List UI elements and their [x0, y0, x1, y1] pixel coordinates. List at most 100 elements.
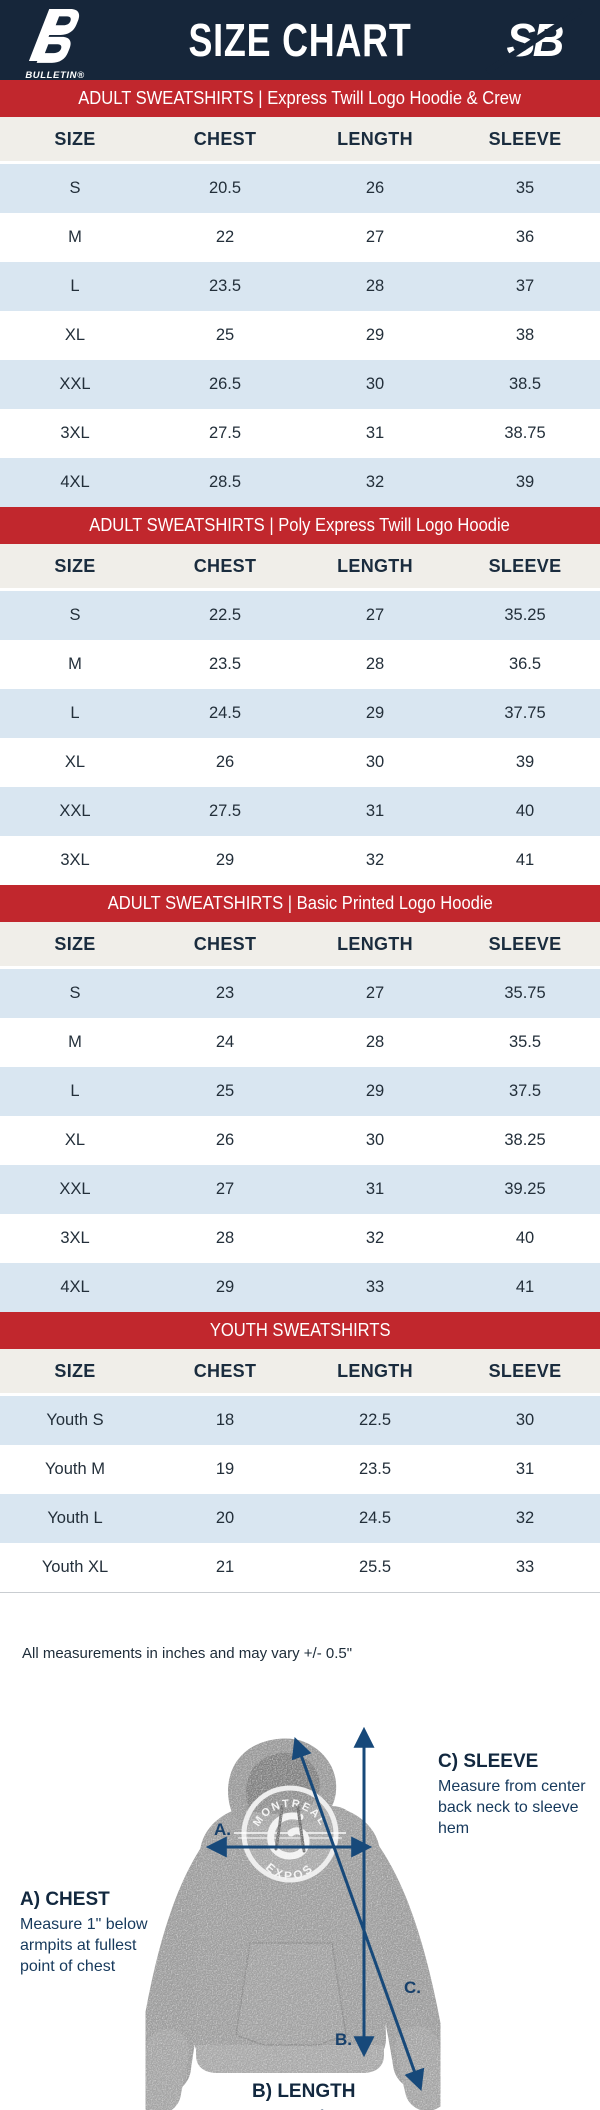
table-row: Youth XL 21 25.5 33 — [0, 1543, 600, 1593]
table-row: S 20.5 26 35 — [0, 162, 600, 213]
size-cell: 31 — [365, 1180, 385, 1198]
size-cell: 4XL — [60, 1278, 90, 1296]
length-caption-body: Measure from top of shoulder to bottom o… — [252, 2106, 394, 2110]
size-cell: S — [69, 606, 81, 624]
column-header-sleeve: SLEEVE — [450, 117, 600, 164]
section-title-bar: ADULT SWEATSHIRTS | Basic Printed Logo H… — [0, 885, 600, 922]
measurement-diagram: All measurements in inches and may vary … — [0, 1593, 600, 2110]
size-cell: XL — [64, 1131, 86, 1149]
column-header-size: SIZE — [0, 117, 150, 164]
size-cell: XXL — [59, 1180, 91, 1198]
size-cell: 28.5 — [208, 473, 242, 491]
size-cell: 33 — [365, 1278, 385, 1296]
size-cell: 23.5 — [358, 1460, 392, 1478]
table-row: 4XL 28.5 32 39 — [0, 458, 600, 507]
size-cell: 41 — [515, 851, 535, 869]
table-row: L 25 29 37.5 — [0, 1067, 600, 1116]
size-cell: 29 — [365, 704, 385, 722]
size-cell: 35.25 — [504, 606, 546, 624]
hoodie-hem — [196, 2045, 384, 2073]
column-header-sleeve: SLEEVE — [450, 922, 600, 969]
size-cell: S — [69, 179, 81, 197]
sleeve-caption: C) SLEEVE Measure from center back neck … — [438, 1751, 600, 1839]
section-youth: YOUTH SWEATSHIRTS SIZE CHEST LENGTH SLEE… — [0, 1312, 600, 1593]
column-header-size: SIZE — [0, 544, 150, 591]
sleeve-caption-heading: C) SLEEVE — [438, 1751, 539, 1772]
bulletin-logo: BULLETIN® — [16, 6, 94, 81]
table-row: M 23.5 28 36.5 — [0, 640, 600, 689]
measurements-footnote: All measurements in inches and may vary … — [22, 1645, 353, 1662]
size-cell: 23.5 — [208, 655, 242, 673]
bulletin-logo-text: BULLETIN® — [25, 70, 85, 81]
sleeve-caption-body: Measure from center back neck to sleeve … — [438, 1778, 586, 1837]
size-cell: 26.5 — [208, 375, 242, 393]
length-caption: B) LENGTH Measure from top of shoulder t… — [252, 2081, 394, 2110]
size-cell: 4XL — [60, 473, 90, 491]
table-row: Youth S 18 22.5 30 — [0, 1394, 600, 1445]
size-cell: XL — [64, 326, 86, 344]
size-cell: 24.5 — [208, 704, 242, 722]
size-cell: 38.25 — [504, 1131, 546, 1149]
chest-caption: A) CHEST Measure 1" below armpits at ful… — [20, 1889, 165, 1977]
size-cell: Youth L — [47, 1509, 103, 1527]
column-header-size: SIZE — [0, 922, 150, 969]
size-cell: L — [70, 704, 80, 722]
size-cell: Youth M — [45, 1460, 105, 1478]
table-row: XL 26 30 39 — [0, 738, 600, 787]
size-cell: XL — [64, 753, 86, 771]
size-cell: 39 — [515, 473, 535, 491]
table-row: XL 26 30 38.25 — [0, 1116, 600, 1165]
size-table: SIZE CHEST LENGTH SLEEVE Youth S 18 22.5 30… — [0, 1349, 600, 1593]
size-cell: 36.5 — [508, 655, 542, 673]
size-cell: 22.5 — [358, 1411, 392, 1429]
hoodie-left-cuff — [137, 2029, 189, 2110]
size-cell: XXL — [59, 802, 91, 820]
sleeve-arrow — [291, 1737, 425, 2091]
column-header-chest: CHEST — [150, 117, 300, 164]
size-cell: 26 — [365, 179, 385, 197]
size-cell: 37 — [515, 277, 535, 295]
size-cell: 29 — [365, 326, 385, 344]
size-cell: 36 — [515, 228, 535, 246]
size-cell: Youth XL — [41, 1558, 109, 1576]
column-header-chest: CHEST — [150, 544, 300, 591]
section-express-twill: ADULT SWEATSHIRTS | Express Twill Logo H… — [0, 80, 600, 507]
table-row: M 24 28 35.5 — [0, 1018, 600, 1067]
section-title: ADULT SWEATSHIRTS | Basic Printed Logo H… — [107, 893, 493, 913]
table-row: 3XL 29 32 41 — [0, 836, 600, 885]
size-cell: 29 — [215, 851, 235, 869]
size-cell: 24.5 — [358, 1509, 392, 1527]
size-cell: 33 — [515, 1558, 535, 1576]
header: BULLETIN® SIZE CHART SB — [0, 0, 600, 81]
size-cell: XXL — [59, 375, 91, 393]
section-title: ADULT SWEATSHIRTS | Express Twill Logo H… — [78, 88, 522, 108]
size-cell: 25 — [215, 1082, 235, 1100]
length-caption-heading: B) LENGTH — [252, 2081, 356, 2102]
table-row: XXL 27.5 31 40 — [0, 787, 600, 836]
size-cell: 35.5 — [508, 1033, 542, 1051]
size-cell: 39 — [515, 753, 535, 771]
section-title: ADULT SWEATSHIRTS | Poly Express Twill L… — [89, 515, 511, 535]
size-cell: 27 — [365, 606, 385, 624]
size-cell: 25 — [215, 326, 235, 344]
size-cell: 27 — [215, 1180, 235, 1198]
size-cell: 32 — [365, 851, 385, 869]
size-cell: 25.5 — [358, 1558, 392, 1576]
section-poly-express-twill: ADULT SWEATSHIRTS | Poly Express Twill L… — [0, 507, 600, 885]
size-cell: 3XL — [60, 851, 90, 869]
hoodie-pocket — [235, 1942, 347, 2046]
size-cell: 20 — [215, 1509, 235, 1527]
table-row: XXL 27 31 39.25 — [0, 1165, 600, 1214]
size-cell: 32 — [365, 473, 385, 491]
marker-c: C. — [404, 1978, 421, 1997]
size-cell: 32 — [515, 1509, 535, 1527]
column-header-sleeve: SLEEVE — [450, 1349, 600, 1396]
section-basic-printed: ADULT SWEATSHIRTS | Basic Printed Logo H… — [0, 885, 600, 1312]
size-cell: 31 — [515, 1460, 535, 1478]
table-row: XXL 26.5 30 38.5 — [0, 360, 600, 409]
size-cell: 41 — [515, 1278, 535, 1296]
table-row: S 22.5 27 35.25 — [0, 589, 600, 640]
size-cell: 30 — [365, 1131, 385, 1149]
table-row: L 23.5 28 37 — [0, 262, 600, 311]
